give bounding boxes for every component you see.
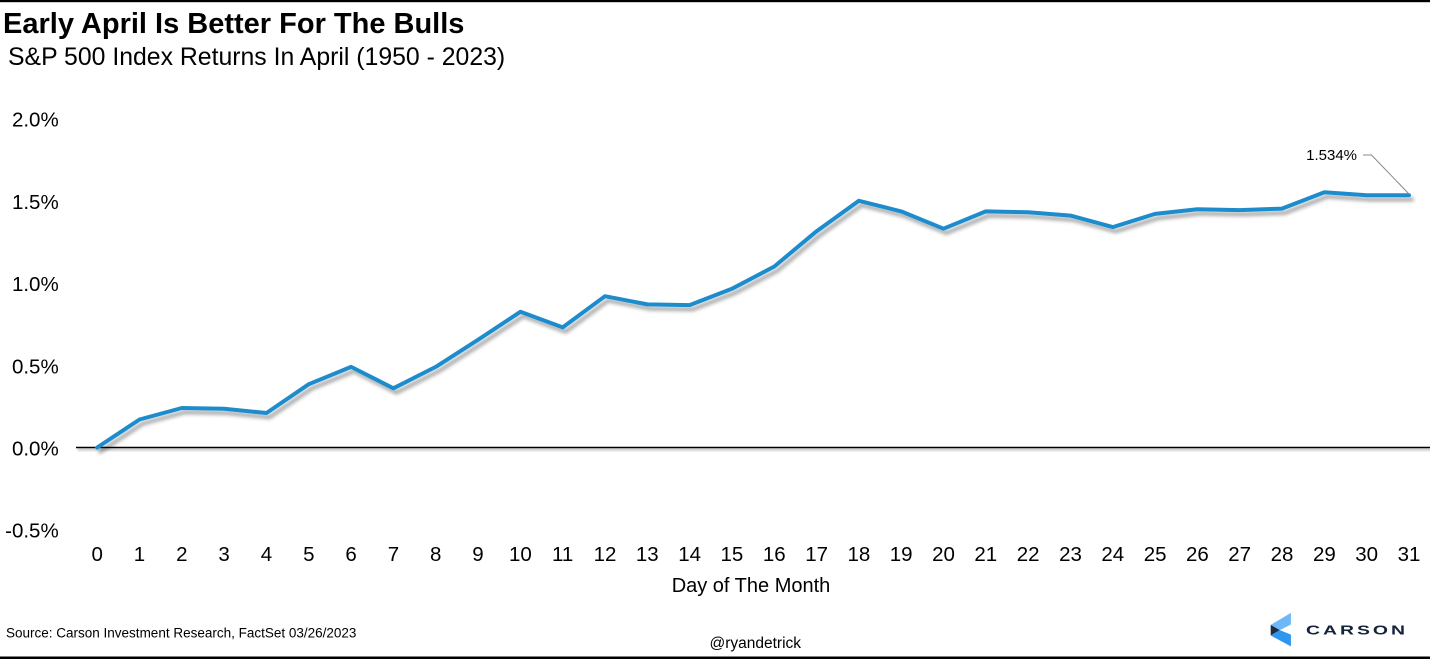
- svg-text:1.534%: 1.534%: [1306, 147, 1357, 164]
- svg-text:31: 31: [1398, 543, 1421, 566]
- svg-text:6: 6: [345, 543, 356, 566]
- svg-text:24: 24: [1101, 543, 1124, 566]
- svg-text:15: 15: [720, 543, 743, 566]
- svg-text:20: 20: [932, 543, 955, 566]
- svg-text:27: 27: [1228, 543, 1251, 566]
- svg-text:10: 10: [509, 543, 532, 566]
- svg-text:21: 21: [974, 543, 997, 566]
- svg-text:2.0%: 2.0%: [12, 109, 59, 132]
- svg-text:22: 22: [1017, 543, 1040, 566]
- svg-text:Day of The Month: Day of The Month: [672, 575, 831, 597]
- svg-text:16: 16: [763, 543, 786, 566]
- svg-text:30: 30: [1355, 543, 1378, 566]
- svg-text:29: 29: [1313, 543, 1336, 566]
- svg-text:25: 25: [1144, 543, 1167, 566]
- svg-text:S&P 500 Index Returns In April: S&P 500 Index Returns In April (1950 - 2…: [8, 44, 505, 71]
- svg-text:-0.5%: -0.5%: [5, 520, 59, 543]
- svg-text:3: 3: [218, 543, 229, 566]
- svg-text:1.0%: 1.0%: [12, 273, 59, 296]
- svg-text:Early April Is Better For The: Early April Is Better For The Bulls: [3, 8, 464, 40]
- svg-text:@ryandetrick: @ryandetrick: [710, 635, 802, 652]
- svg-text:17: 17: [805, 543, 828, 566]
- svg-text:1: 1: [134, 543, 145, 566]
- svg-text:7: 7: [388, 543, 399, 566]
- svg-text:12: 12: [594, 543, 617, 566]
- svg-text:0.5%: 0.5%: [12, 355, 59, 378]
- svg-text:26: 26: [1186, 543, 1209, 566]
- svg-text:1.5%: 1.5%: [12, 191, 59, 214]
- svg-text:8: 8: [430, 543, 441, 566]
- svg-text:9: 9: [472, 543, 483, 566]
- svg-text:5: 5: [303, 543, 314, 566]
- svg-text:2: 2: [176, 543, 187, 566]
- svg-text:CARSON: CARSON: [1306, 623, 1408, 638]
- svg-text:Source: Carson Investment Rese: Source: Carson Investment Research, Fact…: [6, 626, 356, 641]
- svg-text:23: 23: [1059, 543, 1082, 566]
- svg-text:4: 4: [261, 543, 272, 566]
- svg-text:13: 13: [636, 543, 659, 566]
- svg-text:18: 18: [847, 543, 870, 566]
- svg-text:0.0%: 0.0%: [12, 438, 59, 461]
- svg-text:14: 14: [678, 543, 701, 566]
- svg-text:0: 0: [91, 543, 102, 566]
- svg-text:28: 28: [1271, 543, 1294, 566]
- svg-text:19: 19: [890, 543, 913, 566]
- svg-text:11: 11: [552, 543, 573, 566]
